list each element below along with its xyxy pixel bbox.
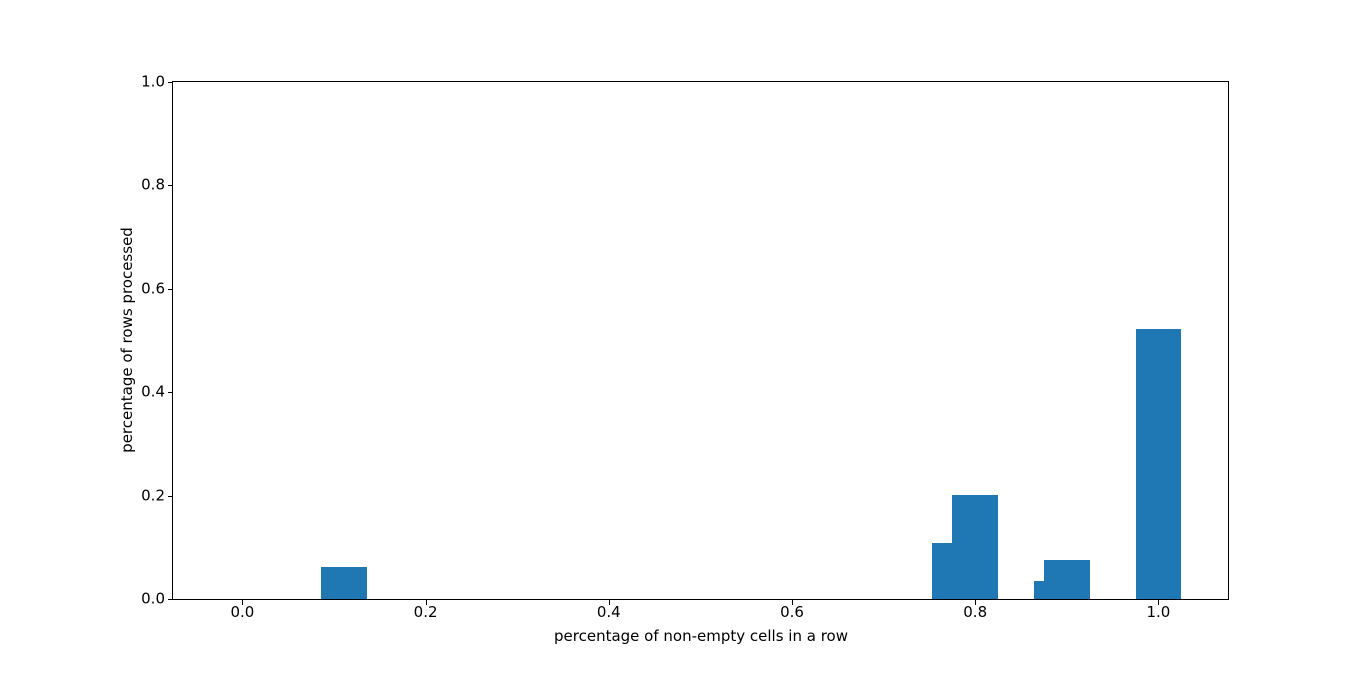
x-axis-label: percentage of non-empty cells in a row <box>554 627 848 645</box>
bar <box>1043 559 1090 599</box>
x-tick-mark <box>792 600 793 605</box>
bar <box>952 494 999 599</box>
x-tick-label: 0.6 <box>780 603 804 621</box>
y-tick-mark <box>168 185 173 187</box>
y-axis-label: percentage of rows processed <box>118 227 136 453</box>
y-tick-label: 0.4 <box>141 382 165 401</box>
x-tick-label: 0.8 <box>963 603 988 621</box>
x-tick-mark <box>242 600 244 605</box>
bar <box>321 566 367 599</box>
y-tick-mark <box>168 82 173 83</box>
y-tick-label: 0.8 <box>141 175 165 194</box>
y-tick-label: 0.0 <box>141 589 165 608</box>
bar <box>1135 328 1182 599</box>
y-tick-mark <box>168 599 173 600</box>
x-tick-mark <box>425 600 427 605</box>
y-tick-mark <box>168 392 173 394</box>
x-tick-label: 0.0 <box>230 603 255 621</box>
y-tick-label: 0.2 <box>141 486 165 505</box>
y-tick-label: 0.6 <box>141 279 165 298</box>
x-tick-label: 1.0 <box>1146 603 1171 621</box>
x-tick-mark <box>1158 600 1160 605</box>
y-tick-mark <box>168 288 173 290</box>
x-tick-mark <box>975 600 977 605</box>
plot-area <box>172 81 1229 600</box>
y-tick-mark <box>168 495 173 497</box>
y-tick-label: 1.0 <box>141 72 165 91</box>
x-tick-label: 0.4 <box>596 603 621 621</box>
x-tick-label: 0.2 <box>413 603 438 621</box>
x-tick-mark <box>608 600 610 605</box>
